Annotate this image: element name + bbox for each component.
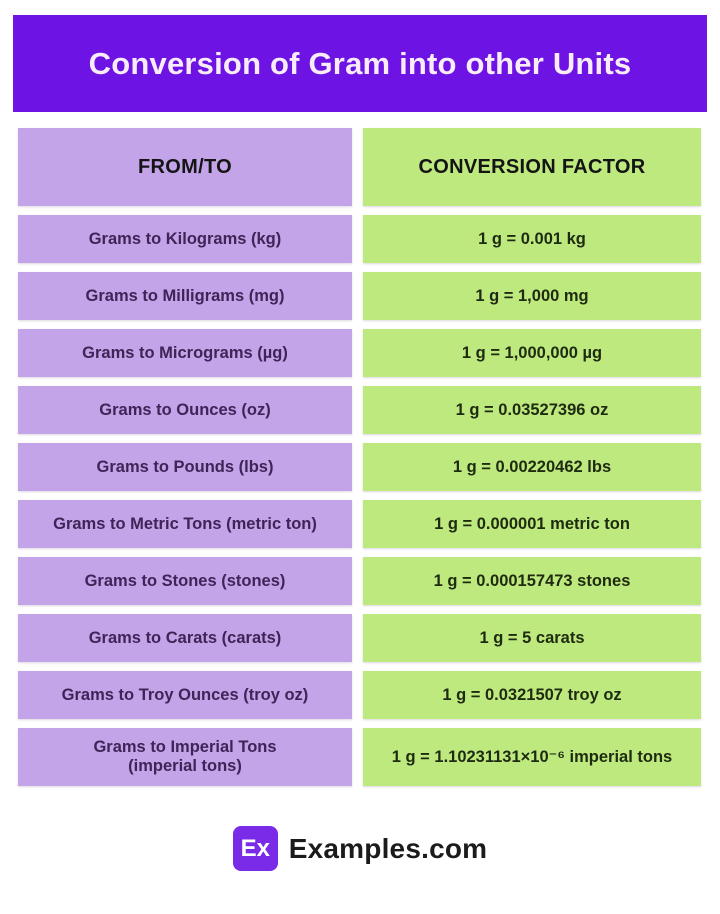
row-label: Grams to Pounds (lbs) bbox=[96, 457, 274, 476]
row-label: Grams to Kilograms (kg) bbox=[88, 229, 282, 248]
table-row-label: Grams to Milligrams (mg) bbox=[18, 272, 352, 320]
table-row-value: 1 g = 0.000001 metric ton bbox=[363, 500, 701, 548]
table-row-label: Grams to Micrograms (µg) bbox=[18, 329, 352, 377]
table-row-label: Grams to Troy Ounces (troy oz) bbox=[18, 671, 352, 719]
table-row-value: 1 g = 0.001 kg bbox=[363, 215, 701, 263]
table-row-label: Grams to Metric Tons (metric ton) bbox=[18, 500, 352, 548]
table-row-value: 1 g = 0.0321507 troy oz bbox=[363, 671, 701, 719]
row-label: Grams to Ounces (oz) bbox=[99, 400, 271, 419]
column-header-conversion-factor: CONVERSION FACTOR bbox=[363, 128, 701, 206]
footer-brand: Ex Examples.com bbox=[0, 826, 720, 871]
column-header-from-to: FROM/TO bbox=[18, 128, 352, 206]
brand-name: Examples.com bbox=[288, 832, 488, 864]
conversion-table: FROM/TO CONVERSION FACTOR Grams to Kilog… bbox=[18, 128, 701, 786]
row-label: Grams to Metric Tons (metric ton) bbox=[53, 514, 317, 533]
page-title: Conversion of Gram into other Units bbox=[88, 45, 632, 81]
table-row-label: Grams to Kilograms (kg) bbox=[18, 215, 352, 263]
row-label: Grams to Troy Ounces (troy oz) bbox=[61, 685, 309, 704]
table-row-label: Grams to Pounds (lbs) bbox=[18, 443, 352, 491]
table-row-label: Grams to Imperial Tons (imperial tons) bbox=[18, 728, 352, 786]
table-row-label: Grams to Carats (carats) bbox=[18, 614, 352, 662]
table-row-value: 1 g = 5 carats bbox=[363, 614, 701, 662]
table-row-value: 1 g = 0.00220462 lbs bbox=[363, 443, 701, 491]
title-banner: Conversion of Gram into other Units bbox=[13, 15, 707, 112]
table-row-value: 1 g = 0.000157473 stones bbox=[363, 557, 701, 605]
row-label: Grams to Imperial Tons (imperial tons) bbox=[93, 738, 277, 775]
row-label: Grams to Milligrams (mg) bbox=[85, 286, 285, 305]
table-row-value: 1 g = 1.10231131×10⁻⁶ imperial tons bbox=[363, 728, 701, 786]
examples-logo-icon: Ex bbox=[232, 826, 278, 871]
row-label: Grams to Carats (carats) bbox=[88, 628, 282, 647]
row-label: Grams to Micrograms (µg) bbox=[82, 343, 288, 362]
row-label: Grams to Stones (stones) bbox=[84, 571, 286, 590]
table-row-label: Grams to Stones (stones) bbox=[18, 557, 352, 605]
table-row-label: Grams to Ounces (oz) bbox=[18, 386, 352, 434]
table-row-value: 1 g = 0.03527396 oz bbox=[363, 386, 701, 434]
table-row-value: 1 g = 1,000,000 µg bbox=[363, 329, 701, 377]
table-row-value: 1 g = 1,000 mg bbox=[363, 272, 701, 320]
